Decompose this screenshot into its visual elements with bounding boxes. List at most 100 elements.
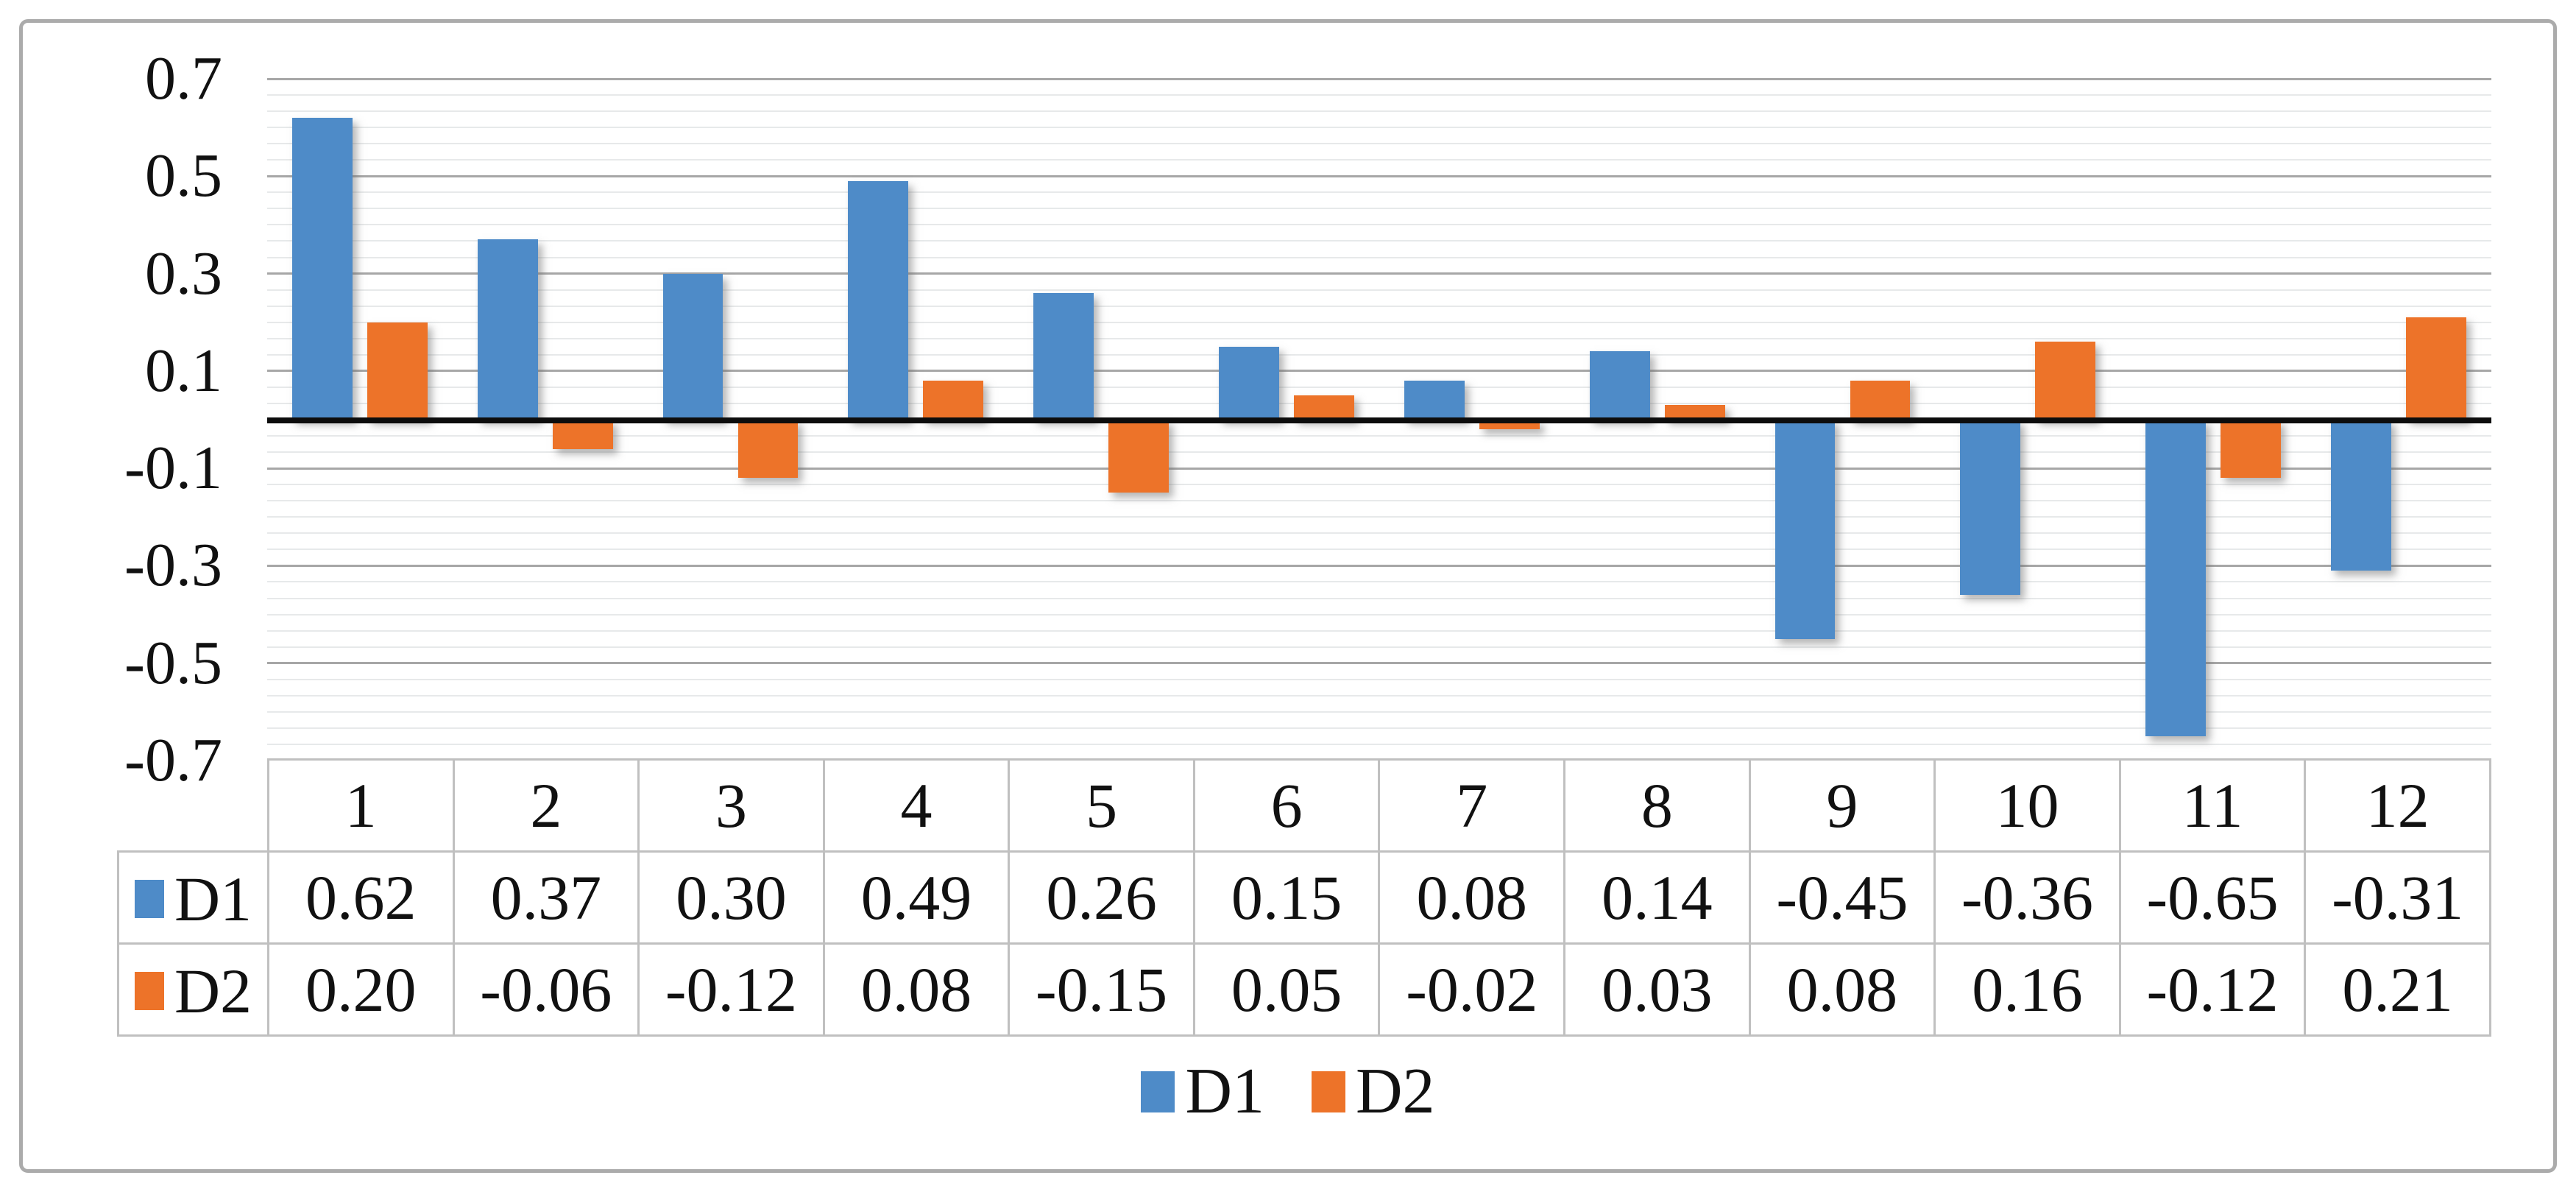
major-gridline (267, 174, 2491, 177)
y-tick-label: 0.7 (145, 44, 222, 113)
minor-gridline (267, 159, 2491, 161)
value-cell-d1: -0.31 (2304, 850, 2491, 945)
y-tick-label: 0.1 (145, 336, 222, 405)
bar-d1-cat6 (1219, 346, 1279, 420)
major-gridline (267, 272, 2491, 275)
bar-d1-cat2 (477, 239, 538, 420)
value-cell-d2: -0.15 (1008, 942, 1195, 1037)
bar-group-5 (1008, 79, 1194, 761)
bar-group-8 (1565, 79, 1750, 761)
y-tick-label: 0.5 (145, 141, 222, 211)
series-label: D1 (174, 863, 252, 934)
bar-group-6 (1194, 79, 1379, 761)
bar-group-9 (1750, 79, 1936, 761)
value-cell-d1: 0.49 (822, 850, 1011, 945)
category-cell: 5 (1008, 758, 1195, 853)
value-cell-d2: -0.06 (452, 942, 640, 1037)
value-cell-d2: -0.12 (2118, 942, 2307, 1037)
value-cell-d2: -0.12 (637, 942, 825, 1037)
bar-group-1 (267, 79, 453, 761)
series-row-d1: D1 0.62 0.37 0.30 0.49 0.26 0.15 0.08 0.14 -0.45-… (117, 850, 2491, 945)
bar-d2-cat1 (367, 322, 428, 420)
value-cell-d2: 0.21 (2304, 942, 2491, 1037)
series-row-header: D2 (117, 942, 269, 1037)
minor-gridline (267, 208, 2491, 210)
minor-gridline (267, 727, 2491, 729)
table-corner-blank (118, 760, 269, 852)
minor-gridline (267, 386, 2491, 388)
data-table: 1 2 3 4 5 6 7 8 9 10 11 12 D1 0.62 0.37 0.30 0.49 0.26 0.1… (117, 758, 2491, 1037)
y-tick-label: -0.1 (124, 434, 222, 503)
value-cell-d2: 0.08 (1748, 942, 1936, 1037)
minor-gridline (267, 224, 2491, 226)
minor-gridline (267, 597, 2491, 599)
minor-gridline (267, 613, 2491, 616)
bar-d1-cat7 (1404, 381, 1465, 420)
category-cell: 12 (2304, 758, 2491, 853)
minor-gridline (267, 289, 2491, 291)
minor-gridline (267, 191, 2491, 194)
y-axis: 0.7 0.5 0.3 0.1 -0.1 -0.3 -0.5 -0.7 (29, 48, 222, 791)
bar-group-11 (2120, 79, 2306, 761)
minor-gridline (267, 321, 2491, 323)
minor-gridline (267, 305, 2491, 307)
y-tick-label: -0.7 (124, 726, 222, 794)
minor-gridline (267, 110, 2491, 113)
value-cell-d1: 0.30 (637, 850, 825, 945)
major-gridline (267, 370, 2491, 373)
series-row-d2: D2 0.20 -0.06 -0.12 0.08 -0.15 0.05 -0.02 0.03 0.… (117, 942, 2491, 1037)
bar-group-12 (2306, 79, 2491, 761)
value-cell-d2: 0.16 (1933, 942, 2121, 1037)
category-cell: 4 (822, 758, 1011, 853)
bar-d2-cat4 (923, 381, 984, 420)
minor-gridline (267, 402, 2491, 404)
major-gridline (267, 467, 2491, 470)
series-key-swatch-icon (134, 879, 164, 918)
value-cell-d1: 0.15 (1192, 850, 1381, 945)
minor-gridline (267, 240, 2491, 242)
minor-gridline (267, 94, 2491, 96)
value-cell-d1: -0.36 (1933, 850, 2121, 945)
category-cell: 7 (1378, 758, 1566, 853)
legend: D1 D2 (0, 1051, 2576, 1132)
legend-label: D2 (1356, 1056, 1435, 1127)
series-key-swatch-icon (134, 971, 164, 1010)
bar-d2-cat9 (1850, 381, 1911, 420)
y-tick-label: 0.3 (145, 239, 222, 308)
value-cell-d1: 0.08 (1378, 850, 1566, 945)
minor-gridline (267, 710, 2491, 713)
bar-d1-cat8 (1589, 351, 1650, 420)
legend-item-d1: D1 (1141, 1059, 1264, 1124)
category-cell: 1 (267, 758, 455, 853)
value-cell-d2: 0.05 (1192, 942, 1381, 1037)
value-cell-d1: -0.45 (1748, 850, 1936, 945)
y-tick-label: -0.3 (124, 531, 222, 600)
value-cell-d1: 0.37 (452, 850, 640, 945)
minor-gridline (267, 694, 2491, 696)
y-tick-label: -0.5 (124, 628, 222, 697)
bar-d2-cat3 (737, 420, 799, 479)
category-cell: 6 (1192, 758, 1381, 853)
value-cell-d2: 0.20 (267, 942, 455, 1037)
bar-d1-cat10 (1960, 420, 2021, 596)
category-cell: 11 (2118, 758, 2307, 853)
minor-gridline (267, 516, 2491, 518)
legend-swatch-icon (1141, 1071, 1175, 1112)
bar-d1-cat11 (2145, 420, 2207, 736)
series-label: D2 (174, 955, 252, 1026)
value-cell-d1: 0.62 (267, 850, 455, 945)
plot-area (267, 77, 2491, 762)
bar-d1-cat4 (848, 180, 909, 420)
minor-gridline (267, 353, 2491, 356)
value-cell-d2: 0.08 (822, 942, 1011, 1037)
minor-gridline (267, 629, 2491, 632)
minor-gridline (267, 435, 2491, 437)
minor-gridline (267, 549, 2491, 551)
legend-label: D1 (1185, 1056, 1264, 1127)
minor-gridline (267, 743, 2491, 745)
bar-d2-cat10 (2035, 342, 2096, 420)
value-cell-d1: 0.14 (1563, 850, 1751, 945)
bar-d1-cat12 (2331, 420, 2391, 571)
value-cell-d1: -0.65 (2118, 850, 2307, 945)
bar-d2-cat2 (552, 420, 613, 449)
